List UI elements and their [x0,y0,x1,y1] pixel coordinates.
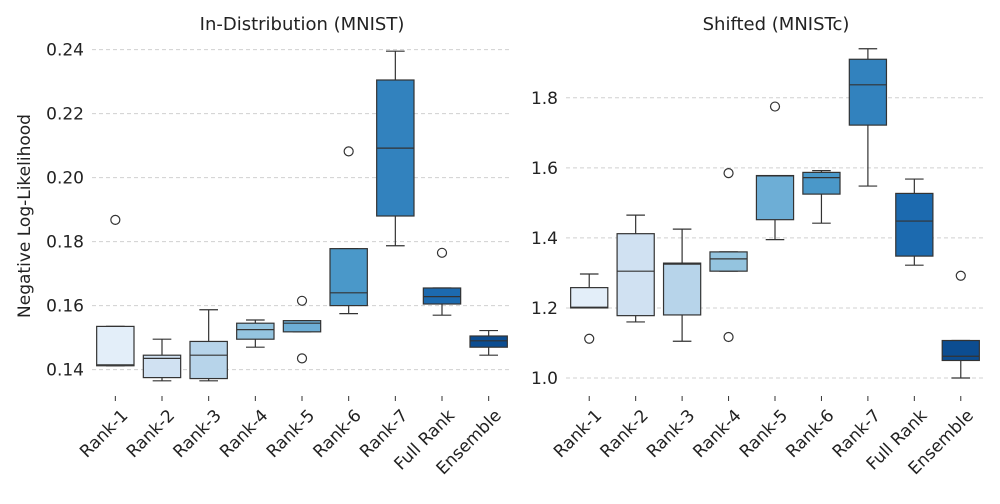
left-x-tick-label: Rank-6 [310,406,366,462]
left-x-tick-label: Rank-5 [263,406,319,462]
outlier-point [769,101,781,112]
box-body [802,171,841,195]
box-body [616,233,655,317]
left-plot-area: 0.140.160.180.200.220.24Rank-1Rank-2Rank… [46,41,512,479]
left-y-tick-label: 0.24 [46,41,84,61]
box-body [755,174,795,221]
box-body [941,339,980,362]
outlier-point [723,331,734,343]
left-x-tick-label: Rank-3 [170,406,226,462]
outlier-point [296,295,308,306]
right-box-8 [895,178,934,266]
left-x-tick-label: Rank-4 [216,406,272,462]
left-box-2 [142,338,182,382]
right-plot-area: 1.01.21.41.61.8Rank-1Rank-2Rank-3Rank-4R… [531,48,984,479]
outlier-point [955,270,966,281]
left-box-4 [236,319,275,348]
outlier-point [723,167,734,179]
right-box-9 [941,270,980,379]
box-body [848,58,888,126]
left-box-9 [469,329,508,356]
right-x-tick-label: Rank-2 [597,406,653,462]
right-x-tick-label: Rank-5 [736,406,792,462]
right-x-tick-label: Rank-3 [643,406,699,462]
box-body [469,335,508,348]
right-box-2 [616,214,655,323]
left-box-6 [329,146,368,315]
outlier-point [584,333,595,344]
box-body [96,325,135,367]
right-box-7 [848,48,888,187]
box-body [142,354,182,379]
box-body [329,248,368,307]
right-box-4 [709,167,748,343]
box-body [189,340,228,380]
outlier-point [110,214,121,225]
box-body [662,262,702,316]
right-box-1 [570,273,609,344]
box-body [236,322,275,340]
outlier-point [343,146,354,157]
right-y-tick-label: 1.2 [531,299,558,319]
left-x-tick-label: Rank-2 [123,406,179,462]
box-body [282,320,322,333]
left-y-tick-label: 0.16 [46,297,84,317]
right-box-3 [662,228,702,342]
left-x-tick-label: Rank-1 [76,406,132,462]
box-body [709,251,748,272]
right-y-tick-label: 1.8 [531,89,558,109]
box-body [570,287,609,309]
box-body [422,287,462,305]
left-y-tick-label: 0.14 [46,361,84,381]
left-box-8 [422,247,462,316]
right-box-6 [802,170,841,224]
left-y-axis-label: Negative Log-Likelihood [15,114,35,318]
box-body [895,192,934,257]
right-x-tick-label: Rank-6 [782,406,838,462]
right-x-tick-label: Rank-4 [689,406,745,462]
right-x-tick-label: Rank-1 [550,406,606,462]
left-y-tick-label: 0.18 [46,233,84,253]
left-box-7 [376,50,415,247]
right-y-tick-label: 1.6 [531,159,558,179]
left-box-3 [189,309,228,382]
right-chart-title: Shifted (MNISTc) [703,14,850,35]
outlier-point [296,353,308,364]
right-y-tick-label: 1.0 [531,369,558,389]
left-chart-title: In-Distribution (MNIST) [200,14,405,35]
left-y-tick-label: 0.20 [46,169,84,189]
left-box-1 [96,214,135,367]
right-box-5 [755,101,795,241]
right-y-tick-label: 1.4 [531,229,558,249]
outlier-point [436,247,448,258]
left-box-5 [282,295,322,364]
left-y-tick-label: 0.22 [46,105,84,125]
